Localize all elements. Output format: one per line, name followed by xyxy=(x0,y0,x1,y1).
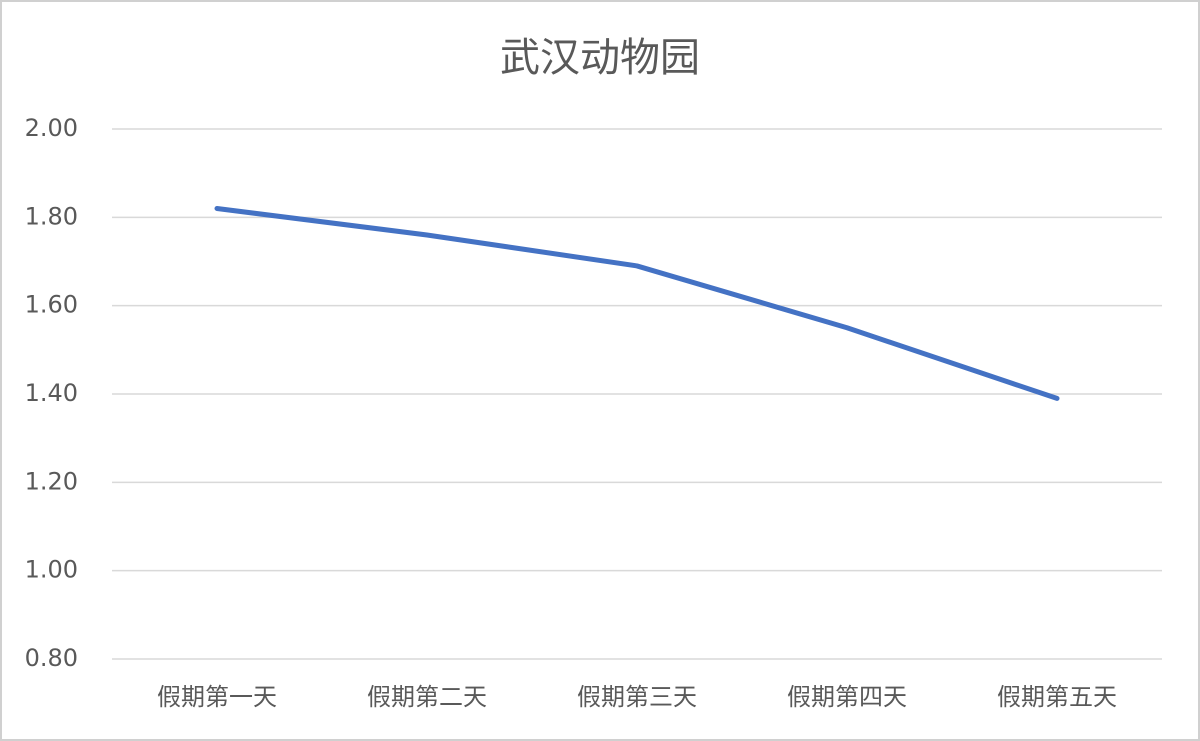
x-tick-label: 假期第三天 xyxy=(577,683,697,711)
y-tick-label: 0.80 xyxy=(25,644,78,672)
y-tick-label: 1.40 xyxy=(25,379,78,407)
y-tick-label: 1.80 xyxy=(25,202,78,230)
y-tick-label: 2.00 xyxy=(25,114,78,142)
x-tick-label: 假期第五天 xyxy=(997,683,1117,711)
x-tick-label: 假期第一天 xyxy=(157,683,277,711)
x-tick-label: 假期第二天 xyxy=(367,683,487,711)
data-line xyxy=(214,206,1060,401)
chart-title: 武汉动物园 xyxy=(500,35,700,81)
x-tick-label: 假期第四天 xyxy=(787,683,907,711)
y-tick-label: 1.60 xyxy=(25,291,78,319)
y-tick-label: 1.00 xyxy=(25,556,78,584)
y-tick-label: 1.20 xyxy=(25,467,78,495)
